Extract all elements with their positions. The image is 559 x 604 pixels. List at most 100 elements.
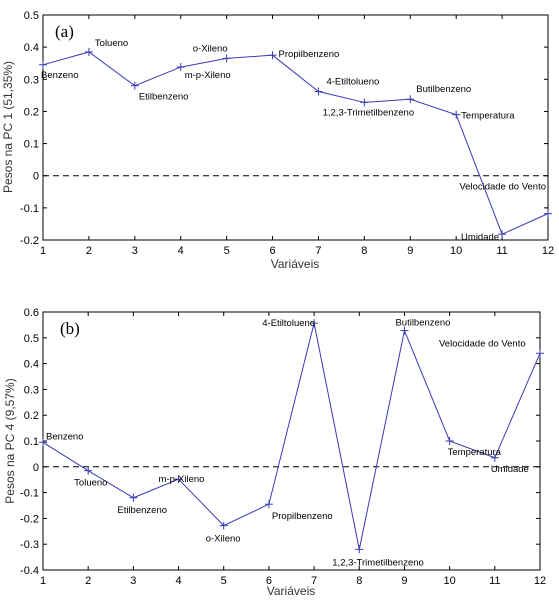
data-point <box>536 349 544 358</box>
data-point <box>219 521 228 530</box>
y-tick-label: 0 <box>33 462 39 474</box>
panel-tag: (a) <box>55 22 74 41</box>
x-tick-label: 3 <box>132 245 138 257</box>
data-point <box>310 319 319 328</box>
x-tick-label: 9 <box>407 245 413 257</box>
data-point <box>490 453 499 462</box>
point-label: m-p-Xileno <box>159 474 205 485</box>
data-point <box>84 47 93 56</box>
data-point <box>314 87 323 96</box>
x-tick-label: 9 <box>401 575 407 587</box>
y-tick-label: -0.1 <box>20 203 39 215</box>
y-tick-label: -0.4 <box>20 565 39 577</box>
point-label: o-Xileno <box>193 43 228 54</box>
y-tick-label: 0.5 <box>24 333 39 345</box>
series-line <box>42 51 549 235</box>
y-tick-label: 0.5 <box>24 10 39 22</box>
data-point <box>39 438 47 447</box>
x-tick-label: 2 <box>86 245 92 257</box>
data-point <box>360 98 369 107</box>
y-tick-label: -0.1 <box>20 488 39 500</box>
data-point <box>452 110 461 119</box>
y-tick-label: 0.3 <box>24 384 39 396</box>
x-tick-label: 1 <box>40 245 46 257</box>
point-label: Umidade <box>461 232 499 243</box>
panel-b: 1 2 3 4 5 6 7 8 9 10 11 12-0.4-0.3-0.2-0.100.10.20.… <box>3 307 546 598</box>
data-point <box>130 81 139 90</box>
x-axis-label: Variáveis <box>271 257 319 271</box>
y-tick-label: -0.2 <box>20 235 39 247</box>
data-point <box>39 60 47 69</box>
data-point <box>400 326 409 335</box>
x-tick-label: 6 <box>269 245 275 257</box>
point-label: 4-Etiltolueno <box>262 318 315 329</box>
point-label: 1,2,3-Trimetilbenzeno <box>323 107 415 118</box>
x-tick-label: 5 <box>224 245 230 257</box>
x-tick-label: 7 <box>311 575 317 587</box>
data-point <box>84 466 93 475</box>
plot-frame <box>42 14 549 241</box>
point-label: o-Xileno <box>206 534 241 545</box>
data-point <box>544 209 552 218</box>
y-tick-label: 0.1 <box>24 139 39 151</box>
y-tick-label: 0.6 <box>24 307 39 319</box>
x-tick-label: 12 <box>542 245 554 257</box>
y-axis-label: Pesos na PC 4 (9,57%) <box>3 378 17 503</box>
point-label: Umidade <box>491 464 529 475</box>
x-tick-label: 12 <box>534 575 546 587</box>
point-label: Tolueno <box>74 478 107 489</box>
panel-tag: (b) <box>60 319 80 338</box>
x-tick-label: 7 <box>315 245 321 257</box>
panel-a: 1 2 3 4 5 6 7 8 9 10 11 12-0.2-0.100.10.20.30.40.5B… <box>1 10 554 271</box>
y-tick-label: 0.2 <box>24 410 39 422</box>
y-tick-label: -0.3 <box>20 539 39 551</box>
x-tick-label: 11 <box>496 245 507 257</box>
point-label: 1,2,3-Trimetilbenzeno <box>332 557 424 568</box>
point-label: Temperatura <box>448 447 502 458</box>
x-tick-label: 3 <box>130 575 136 587</box>
y-tick-label: 0 <box>33 171 39 183</box>
x-axis-label: Variáveis <box>267 584 315 598</box>
x-tick-label: 8 <box>356 575 362 587</box>
series-line <box>42 322 541 550</box>
point-label: Propilbenzeno <box>272 511 333 522</box>
point-label: m-p-Xileno <box>185 70 231 81</box>
x-tick-label: 5 <box>221 575 227 587</box>
x-tick-label: 2 <box>85 575 91 587</box>
data-point <box>445 437 454 445</box>
x-tick-label: 11 <box>489 575 500 587</box>
x-tick-label: 8 <box>361 245 367 257</box>
point-label: Temperatura <box>461 111 515 122</box>
y-tick-label: 0.2 <box>24 106 39 118</box>
x-tick-label: 4 <box>175 575 181 587</box>
y-tick-label: 0.1 <box>24 436 39 448</box>
data-point <box>129 493 138 502</box>
y-axis-label: Pesos na PC 1 (51,35%) <box>1 61 15 193</box>
data-point <box>176 63 185 72</box>
point-label: Propilbenzeno <box>279 49 340 60</box>
plot-frame <box>42 311 541 571</box>
point-label: Benzeno <box>46 431 84 442</box>
point-label: Etilbenzeno <box>139 92 189 103</box>
data-point <box>264 500 273 509</box>
data-point <box>174 475 183 484</box>
x-tick-label: 10 <box>444 575 456 587</box>
data-point <box>268 51 277 60</box>
x-tick-label: 1 <box>40 575 46 587</box>
point-label: 4-Etiltolueno <box>326 77 379 88</box>
x-tick-label: 6 <box>266 575 272 587</box>
y-tick-label: 0.4 <box>24 359 39 371</box>
data-point <box>222 54 231 63</box>
point-label: Velocidade do Vento <box>459 182 546 193</box>
x-tick-label: 10 <box>450 245 462 257</box>
y-tick-label: 0.4 <box>24 42 39 54</box>
point-label: Tolueno <box>95 38 128 49</box>
point-label: Etilbenzeno <box>117 505 167 516</box>
y-tick-label: 0.3 <box>24 74 39 86</box>
point-label: Butilbenzeno <box>416 84 471 95</box>
y-tick-label: -0.2 <box>20 513 39 525</box>
point-label: Velocidade do Vento <box>439 338 526 349</box>
point-label: Benzeno <box>41 70 79 81</box>
